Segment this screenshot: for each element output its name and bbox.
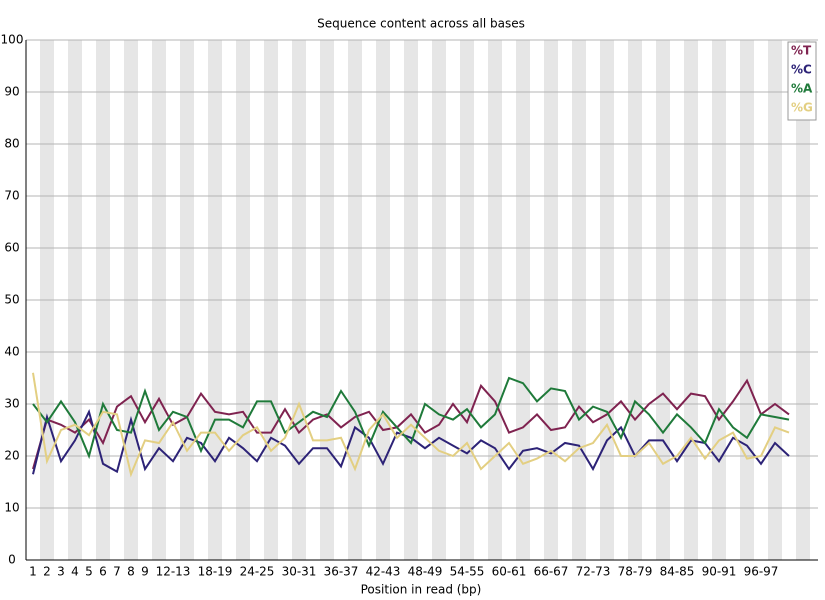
x-tick-label: 42-43 [366, 565, 401, 579]
y-tick-label: 60 [4, 241, 19, 255]
chart-title: Sequence content across all bases [317, 17, 525, 31]
y-tick-label: 50 [4, 293, 19, 307]
legend-label: %G [791, 101, 813, 115]
x-tick-label: 30-31 [282, 565, 317, 579]
legend-box [787, 41, 817, 121]
y-tick-label: 70 [4, 189, 19, 203]
x-tick-label: 1 [29, 565, 37, 579]
legend-label: %A [791, 82, 813, 96]
x-tick-label: 72-73 [576, 565, 611, 579]
x-tick-label: 78-79 [618, 565, 653, 579]
legend-label: %T [791, 44, 812, 58]
series-line [32, 408, 790, 475]
y-tick-label: 20 [4, 449, 19, 463]
x-tick-label: 8 [127, 565, 135, 579]
x-tick-label: 54-55 [450, 565, 485, 579]
x-tick-label: 48-49 [408, 565, 443, 579]
y-tick-label: 80 [4, 137, 19, 151]
x-tick-label: 4 [71, 565, 79, 579]
x-tick-label: 3 [57, 565, 65, 579]
x-tick-label: 5 [85, 565, 93, 579]
y-tick-label: 40 [4, 345, 19, 359]
series-line [32, 378, 790, 470]
x-tick-label: 24-25 [240, 565, 275, 579]
x-tick-label: 60-61 [492, 565, 527, 579]
series-line [32, 372, 790, 478]
x-tick-label: 90-91 [702, 565, 737, 579]
x-tick-label: 36-37 [324, 565, 359, 579]
x-tick-label: 6 [99, 565, 107, 579]
series-line [32, 376, 790, 460]
x-tick-label: 66-67 [534, 565, 569, 579]
x-axis-label: Position in read (bp) [361, 583, 482, 597]
y-tick-label: 100 [1, 33, 24, 47]
x-tick-label: 84-85 [660, 565, 695, 579]
y-tick-label: 10 [4, 501, 19, 515]
y-tick-label: 90 [4, 85, 19, 99]
x-tick-label: 7 [113, 565, 121, 579]
y-tick-label: 30 [4, 397, 19, 411]
x-tick-label: 12-13 [156, 565, 191, 579]
x-tick-label: 9 [141, 565, 149, 579]
legend-label: %C [791, 63, 812, 77]
x-tick-label: 2 [43, 565, 51, 579]
x-tick-label: 96-97 [744, 565, 779, 579]
y-tick-label: 0 [8, 553, 16, 567]
x-tick-label: 18-19 [198, 565, 233, 579]
